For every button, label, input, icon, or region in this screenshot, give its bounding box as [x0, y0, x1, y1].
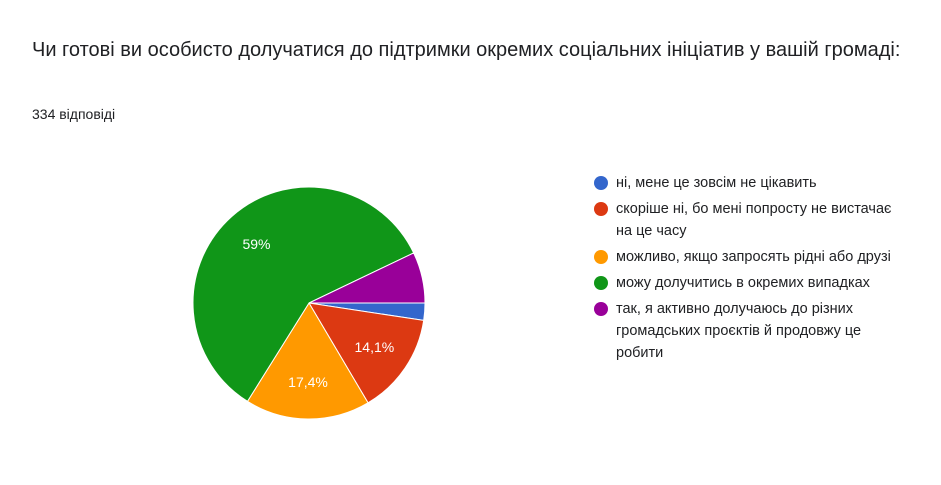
slice-data-label: 17,4%: [288, 374, 328, 390]
legend-item: ні, мене це зовсім не цікавить: [594, 172, 894, 194]
chart-title: Чи готові ви особисто долучатися до підт…: [32, 39, 901, 61]
legend-label: ні, мене це зовсім не цікавить: [616, 175, 817, 191]
legend-item: можливо, якщо запросять рідні або друзі: [594, 246, 894, 268]
response-count: 334 відповіді: [32, 106, 116, 122]
legend-color-dot: [594, 202, 608, 216]
legend-item: скоріше ні, бо мені попросту не вистачає…: [594, 198, 894, 242]
pie-slice: [192, 186, 415, 403]
legend-label: скоріше ні, бо мені попросту не вистачає…: [616, 201, 892, 239]
legend-item: можу долучитись в окремих випадках: [594, 272, 894, 294]
legend-color-dot: [594, 302, 608, 316]
legend-item: так, я активно долучаюсь до різних грома…: [594, 298, 894, 364]
slice-data-label: 14,1%: [355, 339, 395, 355]
legend-color-dot: [594, 250, 608, 264]
chart-legend: ні, мене це зовсім не цікавить скоріше ні…: [594, 172, 894, 368]
legend-label: можливо, якщо запросять рідні або друзі: [616, 249, 891, 265]
legend-color-dot: [594, 176, 608, 190]
legend-label: так, я активно долучаюсь до різних грома…: [616, 301, 862, 361]
legend-label: можу долучитись в окремих випадках: [616, 275, 870, 291]
slice-data-label: 59%: [242, 236, 270, 252]
pie-slice: [246, 302, 369, 420]
legend-color-dot: [594, 276, 608, 290]
pie-slice: [308, 302, 425, 404]
pie-slice: [308, 252, 426, 304]
